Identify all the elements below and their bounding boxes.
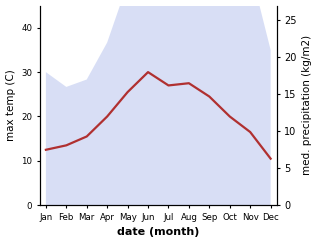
X-axis label: date (month): date (month) [117, 227, 199, 237]
Y-axis label: max temp (C): max temp (C) [5, 69, 16, 141]
Y-axis label: med. precipitation (kg/m2): med. precipitation (kg/m2) [302, 35, 313, 175]
